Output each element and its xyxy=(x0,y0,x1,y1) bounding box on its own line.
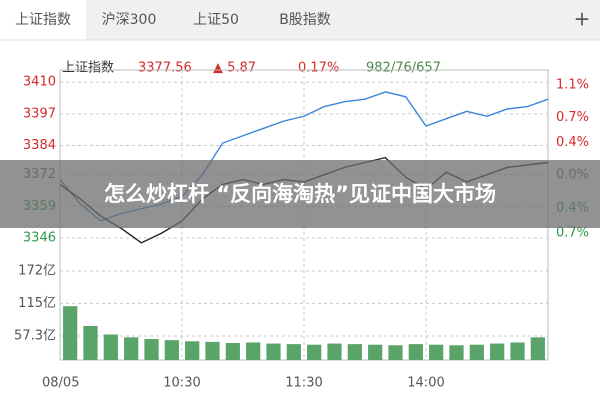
active-tab xyxy=(0,0,86,40)
x-tick-label: 11:30 xyxy=(285,376,322,391)
y-tick-label: 3384 xyxy=(23,138,56,153)
volume-bar xyxy=(266,343,281,360)
y-tick-label: 115亿 xyxy=(18,296,56,311)
volume-bar xyxy=(246,342,261,360)
y2-tick-label: 0.7% xyxy=(556,110,589,125)
quote-percent: 0.17% xyxy=(298,61,339,76)
volume-bar xyxy=(449,345,464,360)
y-tick-label: 3346 xyxy=(23,230,56,245)
volume-bar xyxy=(225,343,240,360)
y2-tick-label: 1.1% xyxy=(556,77,589,92)
volume-bar xyxy=(510,342,525,360)
tab[interactable]: 上证50 xyxy=(193,12,239,28)
volume-bar xyxy=(327,343,342,360)
volume-bar xyxy=(388,345,403,360)
volume-bar xyxy=(83,326,98,360)
tab[interactable]: 沪深300 xyxy=(102,12,157,28)
volume-bar xyxy=(307,344,322,360)
tab-bar xyxy=(0,0,600,40)
y2-tick-label: 0.7% xyxy=(556,225,589,240)
volume-bar xyxy=(103,334,118,360)
volume-bar xyxy=(347,344,362,360)
y-tick-label: 172亿 xyxy=(18,264,56,279)
volume-bar xyxy=(286,344,301,360)
x-tick-label: 08/05 xyxy=(42,376,79,391)
tab[interactable]: 上证指数 xyxy=(15,12,71,28)
volume-bar xyxy=(530,337,545,360)
volume-bar xyxy=(144,339,159,360)
tab[interactable]: B股指数 xyxy=(279,12,331,28)
volume-bar xyxy=(124,337,139,360)
quote-name: 上证指数 xyxy=(62,61,114,76)
volume-bar xyxy=(164,340,179,360)
volume-bar xyxy=(490,343,505,360)
quote-breadth: 982/76/657 xyxy=(366,61,441,76)
volume-bar xyxy=(368,344,383,360)
quote-change: ▲ 5.87 xyxy=(213,61,256,76)
volume-bar xyxy=(205,341,220,360)
volume-bar xyxy=(408,344,423,360)
plots: 3410339733843372335933461.1%0.7%0.4%0.0%… xyxy=(14,69,589,391)
banner-bg xyxy=(0,160,600,228)
y-tick-label: 57.3亿 xyxy=(14,329,56,344)
banner-text: 怎么炒杠杆 “反向海淘热”见证中国大市场 xyxy=(104,182,496,206)
volume-bar xyxy=(469,344,484,360)
y-tick-label: 3397 xyxy=(23,106,56,121)
volume-bar xyxy=(185,341,200,360)
quote-price: 3377.56 xyxy=(138,61,192,76)
x-tick-label: 10:30 xyxy=(163,376,200,391)
volume-bar xyxy=(63,306,78,360)
volume-bar xyxy=(429,344,444,360)
add-tab[interactable]: + xyxy=(574,7,591,31)
x-tick-label: 14:00 xyxy=(407,376,444,391)
y-tick-label: 3410 xyxy=(23,75,56,90)
y2-tick-label: 0.4% xyxy=(556,135,589,150)
